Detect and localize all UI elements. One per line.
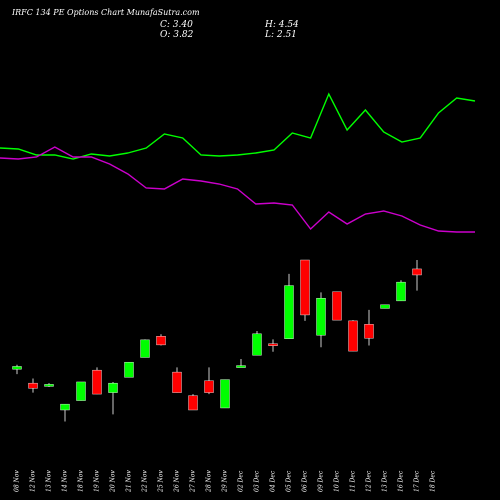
candle — [380, 304, 390, 309]
candle — [60, 403, 70, 422]
candle-body — [124, 361, 134, 378]
high-label: H: 4.54 — [265, 20, 299, 30]
overlay-lines — [0, 92, 476, 233]
candle-body — [316, 297, 326, 336]
x-tick-label: 16 Dec — [398, 470, 405, 492]
x-tick-label: 26 Nov — [174, 470, 181, 493]
candle — [316, 292, 326, 348]
x-tick-label: 25 Nov — [158, 470, 165, 493]
x-tick-label: 14 Nov — [62, 470, 69, 492]
chart-title: IRFC 134 PE Options Chart MunafaSutra.co… — [12, 8, 200, 17]
x-axis-labels: 08 Nov 12 Nov 13 Nov 14 Nov 18 Nov 19 Nov 20 N… — [14, 470, 437, 493]
x-tick-label: 02 Dec — [238, 470, 245, 492]
candle — [76, 381, 86, 401]
candle — [220, 379, 230, 409]
candle — [284, 273, 294, 339]
x-tick-label: 10 Dec — [334, 470, 341, 492]
overlay-line-1 — [0, 92, 476, 160]
candle — [12, 364, 22, 375]
candle-body — [92, 369, 102, 395]
x-tick-label: 20 Nov — [110, 470, 117, 493]
x-tick-label: 08 Nov — [14, 470, 21, 492]
candle-body — [108, 382, 118, 393]
candle — [236, 358, 246, 368]
candle-body — [28, 382, 38, 389]
candle — [92, 367, 102, 395]
candle-body — [140, 339, 150, 358]
x-tick-label: 13 Nov — [46, 470, 53, 492]
candle-body — [204, 380, 214, 393]
candle-body — [12, 366, 22, 370]
candle — [396, 280, 406, 302]
candle-body — [44, 384, 54, 387]
low-label: L: 2.51 — [265, 30, 297, 40]
candle-body — [268, 343, 278, 346]
candle-body — [364, 324, 374, 339]
x-tick-label: 03 Dec — [254, 470, 261, 492]
candle-body — [252, 333, 262, 356]
candle-body — [172, 371, 182, 393]
x-tick-label: 05 Dec — [286, 470, 293, 492]
candle-body — [380, 304, 390, 309]
x-tick-label: 04 Dec — [270, 470, 277, 492]
x-tick-label: 12 Nov — [30, 470, 37, 492]
open-label: O: 3.82 — [160, 30, 194, 40]
candles — [12, 259, 422, 422]
candle — [172, 367, 182, 393]
candle-body — [300, 259, 310, 316]
x-tick-label: 27 Nov — [190, 470, 197, 493]
candle-body — [60, 403, 70, 411]
x-tick-label: 18 Nov — [78, 470, 85, 492]
x-tick-label: 18 Dec — [430, 470, 437, 492]
candle — [268, 339, 278, 352]
candle-body — [76, 381, 86, 401]
candle-body — [332, 291, 342, 321]
x-tick-label: 12 Dec — [366, 470, 373, 492]
candle — [140, 339, 150, 358]
candle — [348, 320, 358, 352]
candle — [108, 381, 118, 415]
candle — [204, 367, 214, 395]
x-tick-label: 29 Nov — [222, 470, 229, 493]
x-tick-label: 13 Dec — [382, 470, 389, 492]
candle — [364, 309, 374, 346]
x-tick-label: 11 Dec — [350, 470, 357, 492]
close-label: C: 3.40 — [160, 20, 193, 30]
candle-body — [188, 395, 198, 411]
x-tick-label: 06 Dec — [302, 470, 309, 492]
candle — [300, 259, 310, 321]
x-tick-label: 09 Dec — [318, 470, 325, 492]
candle-body — [156, 336, 166, 346]
x-tick-label: 28 Nov — [206, 470, 213, 493]
overlay-line-2 — [0, 146, 475, 233]
candle-body — [284, 285, 294, 339]
x-tick-label: 19 Nov — [94, 470, 101, 492]
x-tick-label: 21 Nov — [126, 470, 133, 493]
candle-body — [412, 268, 422, 276]
candle — [28, 378, 38, 393]
candle — [252, 331, 262, 356]
candle-body — [396, 281, 406, 302]
candle — [156, 334, 166, 346]
candle-body — [348, 320, 358, 352]
candle — [188, 394, 198, 411]
candle-body — [220, 379, 230, 409]
candle — [332, 291, 342, 321]
candle — [412, 260, 422, 291]
candle-body — [236, 365, 246, 368]
candle — [124, 361, 134, 378]
x-tick-label: 17 Dec — [414, 470, 421, 492]
candle — [44, 383, 54, 387]
x-tick-label: 22 Nov — [142, 470, 149, 493]
